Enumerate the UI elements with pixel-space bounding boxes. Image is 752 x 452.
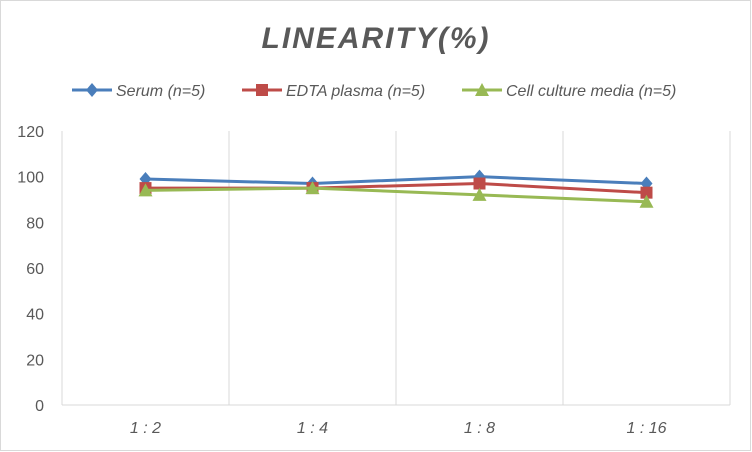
y-tick-label: 100 [17,170,44,187]
series-group [138,169,654,208]
x-tick-label: 1 : 8 [464,420,495,437]
chart-title: LINEARITY(%) [262,22,491,55]
axes: 0 20 40 60 80 100 120 1 : 2 1 : 4 1 : 8 1 : 16 [17,124,730,437]
grid [228,131,731,405]
y-tick-label: 120 [17,124,44,141]
legend-label: EDTA plasma (n=5) [286,83,425,100]
triangle-marker [639,194,654,208]
triangle-marker [138,183,153,197]
legend: Serum (n=5) EDTA plasma (n=5) Cell culture… [72,83,676,100]
y-tick-label: 20 [26,352,44,369]
series-2 [138,181,654,208]
square-marker [256,84,268,96]
y-tick-label: 40 [26,307,44,324]
x-tick-label: 1 : 16 [626,420,666,437]
legend-item: Cell culture media (n=5) [462,83,676,100]
triangle-marker [472,187,487,201]
x-tick-label: 1 : 2 [130,420,161,437]
triangle-marker [475,83,489,96]
square-marker [473,177,486,190]
diamond-marker [86,83,98,97]
legend-item: EDTA plasma (n=5) [242,83,425,100]
x-tick-label: 1 : 4 [297,420,328,437]
y-tick-label: 80 [26,215,44,232]
legend-label: Cell culture media (n=5) [506,83,676,100]
series-line [145,175,647,186]
series-line [145,186,647,204]
y-tick-label: 60 [26,261,44,278]
y-tick-label: 0 [35,398,44,415]
legend-item: Serum (n=5) [72,83,205,100]
triangle-marker [305,181,320,195]
square-marker [640,186,653,199]
legend-label: Serum (n=5) [116,83,205,100]
